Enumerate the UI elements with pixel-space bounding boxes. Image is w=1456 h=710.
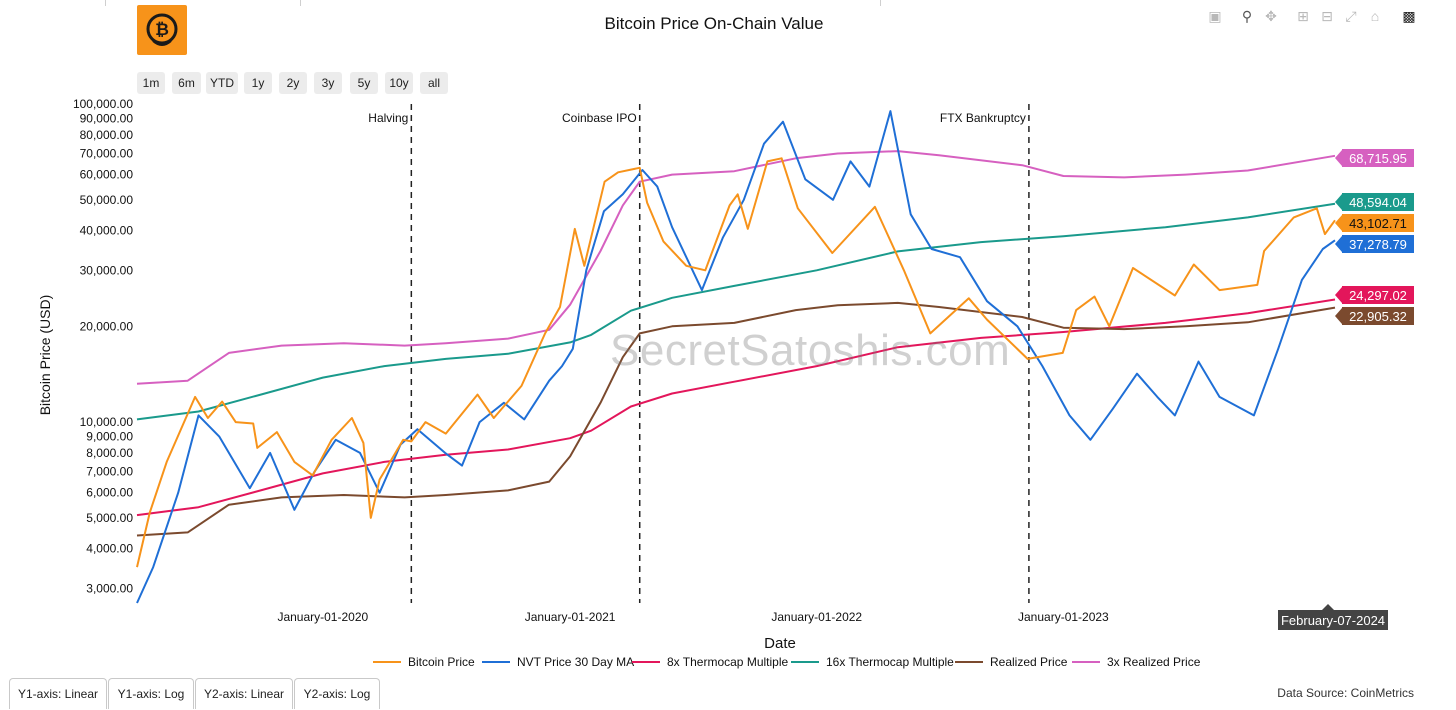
autoscale-icon[interactable]: ⤢ bbox=[1345, 8, 1357, 24]
x-axis: January-01-2020 January-01-2021 January-01… bbox=[277, 610, 1323, 624]
bitcoin-logo-icon: ₿ bbox=[137, 5, 187, 55]
y-tick-label: 8,000.00 bbox=[86, 446, 133, 460]
y-tick-label: 70,000.00 bbox=[80, 146, 134, 160]
y-tick-label: 9,000.00 bbox=[86, 430, 133, 444]
y1-log-button[interactable]: Y1-axis: Log bbox=[108, 678, 194, 709]
range-button-10y[interactable]: 10y bbox=[385, 72, 413, 94]
y-tick-label: 30,000.00 bbox=[80, 263, 134, 277]
range-button-1y[interactable]: 1y bbox=[244, 72, 272, 94]
end-label-value: 22,905.32 bbox=[1349, 309, 1407, 324]
end-label-value: 24,297.02 bbox=[1349, 288, 1407, 303]
end-label-box bbox=[1342, 214, 1414, 232]
zoom-out-icon[interactable]: ⊟ bbox=[1321, 8, 1333, 24]
end-label-box bbox=[1342, 193, 1414, 211]
series-line bbox=[136, 202, 1336, 421]
zoom-in-icon[interactable]: ⊞ bbox=[1297, 8, 1309, 24]
range-button-5y[interactable]: 5y bbox=[350, 72, 378, 94]
event-label: Halving bbox=[368, 111, 408, 125]
x-tick-label: Ja bbox=[1310, 610, 1323, 624]
end-label-pointer bbox=[1335, 194, 1342, 210]
end-label-value: 68,715.95 bbox=[1349, 151, 1407, 166]
data-source: Data Source: CoinMetrics bbox=[1277, 686, 1414, 700]
legend-item: 16x Thermocap Multiple bbox=[826, 655, 954, 669]
range-button-3y[interactable]: 3y bbox=[314, 72, 342, 94]
range-button-all[interactable]: all bbox=[420, 72, 448, 94]
y-tick-label: 100,000.00 bbox=[73, 97, 133, 111]
x-tick-label: January-01-2020 bbox=[277, 610, 368, 624]
y-tick-label: 3,000.00 bbox=[86, 581, 133, 595]
end-label-pointer bbox=[1335, 150, 1342, 166]
legend-item: Realized Price bbox=[990, 655, 1068, 669]
hover-label: February-07-2024 bbox=[1278, 604, 1388, 630]
y1-linear-button[interactable]: Y1-axis: Linear bbox=[9, 678, 107, 709]
y-axis-title: Bitcoin Price (USD) bbox=[37, 295, 53, 416]
legend-item: 8x Thermocap Multiple bbox=[667, 655, 788, 669]
range-button-ytd[interactable]: YTD bbox=[206, 72, 238, 94]
legend-item: NVT Price 30 Day MA bbox=[517, 655, 634, 669]
x-tick-label: January-01-2021 bbox=[525, 610, 616, 624]
legend-item: 3x Realized Price bbox=[1107, 655, 1201, 669]
x-axis-title: Date bbox=[764, 635, 796, 652]
y-tick-label: 90,000.00 bbox=[80, 112, 134, 126]
y-tick-label: 80,000.00 bbox=[80, 128, 134, 142]
plotly-logo-icon[interactable]: ▩ bbox=[1402, 8, 1416, 24]
svg-text:₿: ₿ bbox=[155, 20, 169, 39]
x-tick-label: January-01-2022 bbox=[771, 610, 862, 624]
watermark: SecretSatoshis.com bbox=[610, 326, 1011, 375]
range-button-1m[interactable]: 1m bbox=[137, 72, 165, 94]
y2-linear-button[interactable]: Y2-axis: Linear bbox=[195, 678, 293, 709]
end-label-pointer bbox=[1335, 236, 1342, 252]
end-label-value: 37,278.79 bbox=[1349, 237, 1407, 252]
y-tick-label: 6,000.00 bbox=[86, 486, 133, 500]
chart-title: Bitcoin Price On-Chain Value bbox=[604, 14, 824, 33]
end-label-pointer bbox=[1335, 308, 1342, 324]
camera-icon[interactable]: ▣ bbox=[1208, 8, 1222, 24]
range-button-2y[interactable]: 2y bbox=[279, 72, 307, 94]
y-tick-label: 4,000.00 bbox=[86, 542, 133, 556]
legend-item: Bitcoin Price bbox=[408, 655, 475, 669]
y-tick-label: 20,000.00 bbox=[80, 319, 134, 333]
end-label-box bbox=[1342, 235, 1414, 253]
legend[interactable]: Bitcoin Price NVT Price 30 Day MA 8x Therm… bbox=[373, 655, 1201, 669]
end-label-pointer bbox=[1335, 215, 1342, 231]
end-value-labels: 68,715.95 48,594.04 43,102.71 37,278.79 24,2… bbox=[1335, 149, 1414, 325]
event-label: FTX Bankruptcy bbox=[940, 111, 1026, 125]
top-tab-separators bbox=[0, 0, 1456, 6]
svg-text:February-07-2024: February-07-2024 bbox=[1281, 613, 1385, 628]
y-tick-label: 10,000.00 bbox=[80, 415, 134, 429]
end-label-box bbox=[1342, 307, 1414, 325]
end-label-box bbox=[1342, 286, 1414, 304]
end-label-box bbox=[1342, 149, 1414, 167]
pan-icon[interactable]: ✥ bbox=[1265, 8, 1277, 24]
home-icon[interactable]: ⌂ bbox=[1370, 8, 1380, 24]
end-label-value: 48,594.04 bbox=[1349, 195, 1407, 210]
y-tick-label: 50,000.00 bbox=[80, 193, 134, 207]
y2-log-button[interactable]: Y2-axis: Log bbox=[294, 678, 380, 709]
y-tick-label: 60,000.00 bbox=[80, 168, 134, 182]
range-button-6m[interactable]: 6m bbox=[172, 72, 201, 94]
y-axis: 3,000.00 4,000.00 5,000.00 6,000.00 7,000.00… bbox=[73, 97, 133, 595]
y-tick-label: 5,000.00 bbox=[86, 511, 133, 525]
end-label-value: 43,102.71 bbox=[1349, 216, 1407, 231]
zoom-icon[interactable]: ⚲ bbox=[1241, 8, 1253, 24]
y-tick-label: 7,000.00 bbox=[86, 464, 133, 478]
end-label-pointer bbox=[1335, 287, 1342, 303]
y-tick-label: 40,000.00 bbox=[80, 224, 134, 238]
x-tick-label: January-01-2023 bbox=[1018, 610, 1109, 624]
event-label: Coinbase IPO bbox=[562, 111, 637, 125]
